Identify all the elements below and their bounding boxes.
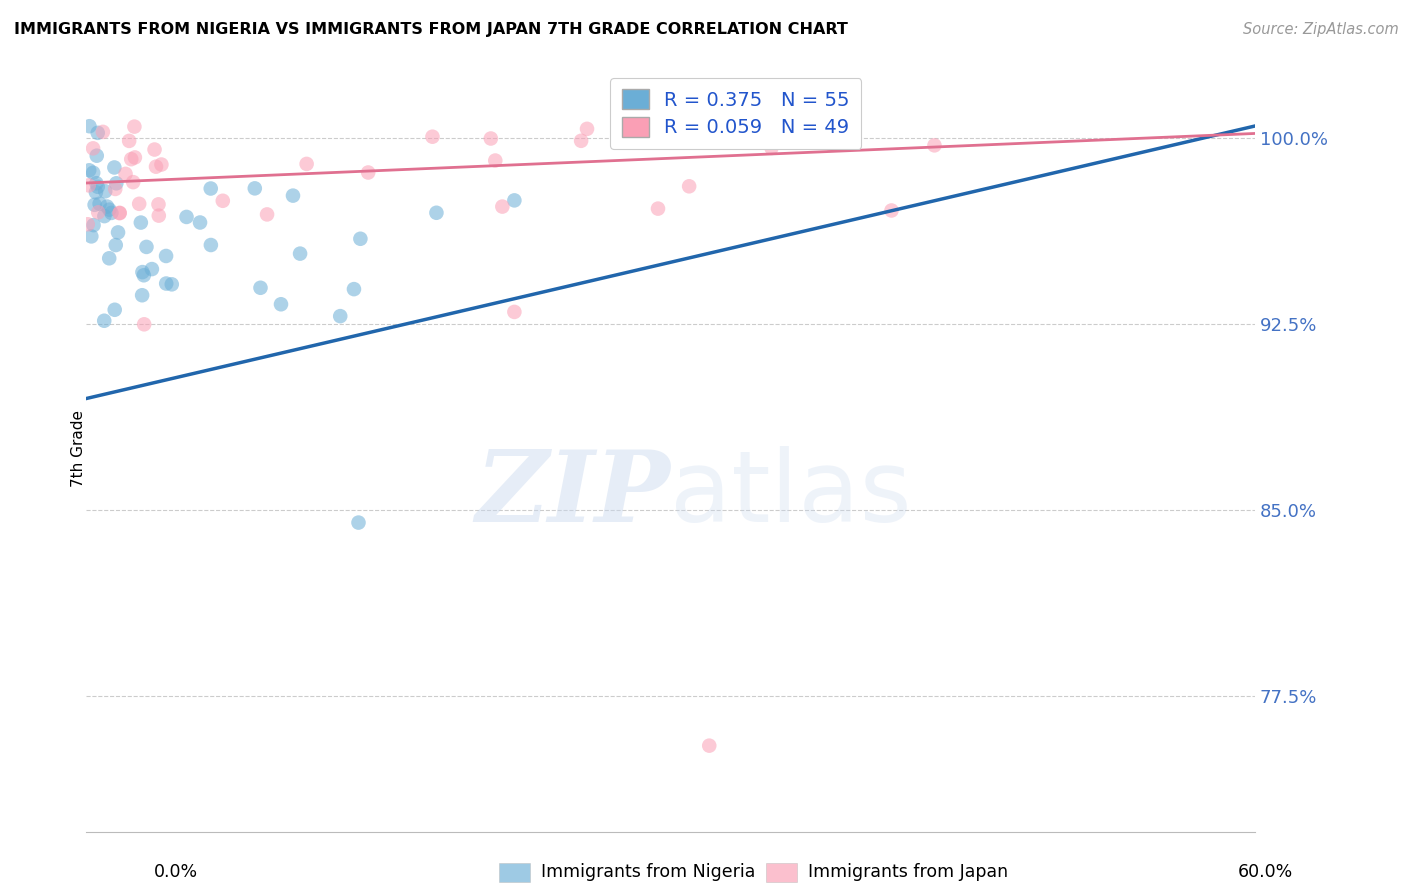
Point [647,202,669,216]
Point [108,206,131,220]
Text: Immigrants from Japan: Immigrants from Japan [808,863,1008,881]
Point [200,238,222,252]
Text: atlas: atlas [671,446,912,543]
Point [93,209,115,223]
Point [83,218,105,232]
Point [89,196,111,211]
Point [82,166,104,180]
Point [131,265,153,279]
Point [357,165,380,179]
Point [84,186,107,200]
Point [188,215,211,229]
Point [148,209,170,223]
Y-axis label: 7th Grade: 7th Grade [72,409,86,487]
Point [83,198,105,212]
Point [349,232,371,246]
Point [135,240,157,254]
Point [569,134,592,148]
Point [295,157,318,171]
Point [145,160,167,174]
Point [484,153,506,168]
Point [249,281,271,295]
Point [79,119,101,133]
Text: Immigrants from Nigeria: Immigrants from Nigeria [541,863,755,881]
Point [491,200,513,214]
Point [104,238,127,252]
Point [114,167,136,181]
Point [76,217,98,231]
Text: Source: ZipAtlas.com: Source: ZipAtlas.com [1243,22,1399,37]
Point [211,194,233,208]
Point [678,179,700,194]
Point [80,229,103,244]
Point [288,246,311,260]
Point [141,262,163,277]
Point [91,125,114,139]
Text: 0.0%: 0.0% [153,863,198,881]
Point [503,194,526,208]
Point [256,207,278,221]
Point [131,288,153,302]
Point [104,302,127,317]
Point [761,141,783,155]
Point [343,282,366,296]
Point [120,152,142,166]
Point [148,197,170,211]
Point [503,305,526,319]
Point [243,181,266,195]
Point [77,178,100,193]
Text: IMMIGRANTS FROM NIGERIA VS IMMIGRANTS FROM JAPAN 7TH GRADE CORRELATION CHART: IMMIGRANTS FROM NIGERIA VS IMMIGRANTS FR… [14,22,848,37]
Point [697,739,720,753]
Point [134,318,156,332]
Point [924,138,946,153]
Point [118,134,141,148]
Point [87,126,110,140]
Point [100,206,122,220]
Point [87,179,110,194]
Point [794,121,817,136]
Point [129,216,152,230]
Point [347,516,370,530]
Text: ZIP: ZIP [475,446,671,542]
Point [425,206,447,220]
Point [329,309,352,323]
Point [98,202,121,217]
Point [880,203,903,218]
Point [108,206,131,220]
Point [717,122,740,136]
Point [155,277,177,291]
Point [86,149,108,163]
Point [93,314,115,328]
Point [98,252,121,266]
Point [422,129,444,144]
Point [105,177,128,191]
Point [150,157,173,171]
Point [124,120,146,134]
Legend: R = 0.375   N = 55, R = 0.059   N = 49: R = 0.375 N = 55, R = 0.059 N = 49 [610,78,862,149]
Point [104,182,127,196]
Point [576,121,599,136]
Point [200,181,222,195]
Point [122,175,145,189]
Point [132,268,155,283]
Point [87,205,110,219]
Text: 60.0%: 60.0% [1237,863,1294,881]
Point [94,184,117,198]
Point [124,151,146,165]
Point [128,196,150,211]
Point [479,131,502,145]
Point [96,200,118,214]
Point [270,297,292,311]
Point [281,188,304,202]
Point [107,226,129,240]
Point [160,277,183,292]
Point [143,143,166,157]
Point [86,176,108,190]
Point [821,137,844,152]
Point [77,163,100,178]
Point [82,141,104,155]
Point [176,210,198,224]
Point [103,161,125,175]
Point [155,249,177,263]
